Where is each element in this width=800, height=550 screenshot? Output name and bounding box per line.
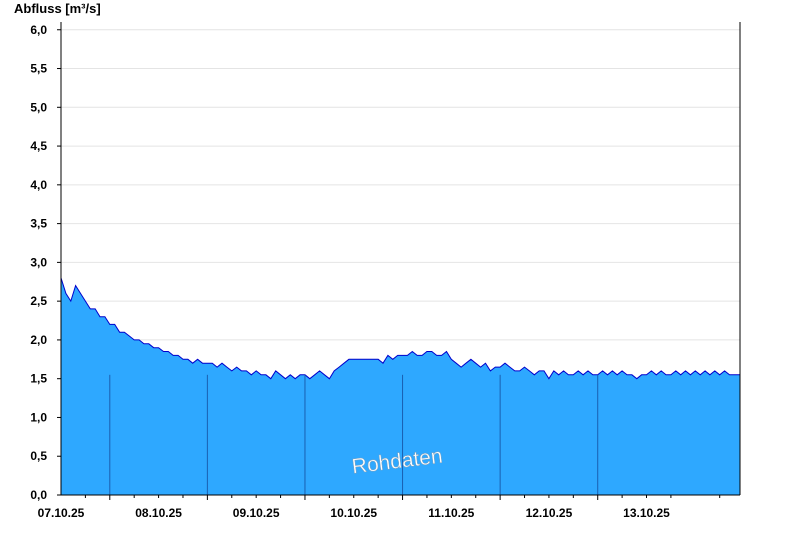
y-tick-label: 3,5 — [30, 217, 47, 231]
y-tick-label: 4,5 — [30, 139, 47, 153]
y-tick-label: 2,5 — [30, 294, 47, 308]
x-tick-label: 09.10.25 — [233, 506, 280, 520]
area-fill — [61, 277, 740, 495]
discharge-area — [60, 277, 740, 495]
y-axis-label: Abfluss [m³/s] — [14, 1, 101, 16]
area-outline — [60, 277, 740, 380]
y-tick-label: 1,5 — [30, 372, 47, 386]
axes — [57, 22, 741, 500]
y-tick-label: 6,0 — [30, 23, 47, 37]
y-tick-label: 4,0 — [30, 178, 47, 192]
x-tick-label: 07.10.25 — [38, 506, 85, 520]
x-tick-labels: 07.10.25 08.10.25 09.10.25 10.10.25 11.10.25… — [38, 506, 671, 520]
x-tick-label: 12.10.25 — [526, 506, 573, 520]
y-tick-label: 2,0 — [30, 333, 47, 347]
x-tick-label: 11.10.25 — [428, 506, 474, 520]
x-tick-label: 13.10.25 — [623, 506, 670, 520]
y-tick-labels: 0,0 0,5 1,0 1,5 2,0 2,5 3,0 3,5 4,0 4,5 5,0 5,5 6,0 — [30, 23, 47, 502]
y-tick-label: 0,5 — [30, 449, 47, 463]
x-tick-label: 10.10.25 — [330, 506, 377, 520]
y-tick-label: 0,0 — [30, 488, 47, 502]
y-tick-label: 1,0 — [30, 410, 47, 424]
y-tick-label: 5,0 — [30, 100, 47, 114]
y-tick-label: 5,5 — [30, 62, 47, 76]
y-tick-label: 3,0 — [30, 255, 47, 269]
x-tick-label: 08.10.25 — [135, 506, 182, 520]
day-boundary-lines — [109, 374, 599, 495]
